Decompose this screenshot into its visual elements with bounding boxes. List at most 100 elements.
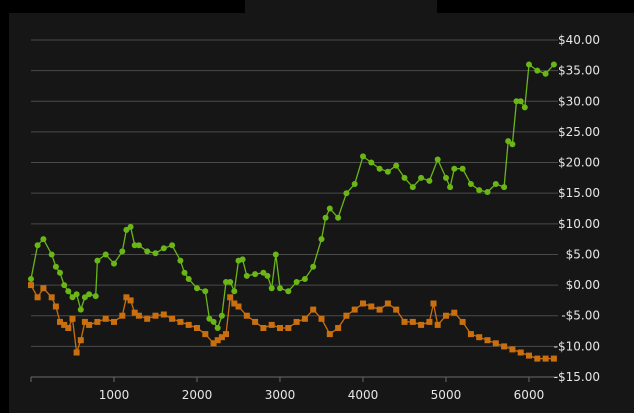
data-point [505,138,512,145]
data-point [293,318,300,325]
data-point [310,263,317,270]
x-tick-label: 6000 [514,388,545,402]
y-tick-label: -$5.00 [561,309,600,323]
x-tick-label: 3000 [265,388,296,402]
data-point [57,318,63,325]
data-point [467,331,474,338]
data-point [484,337,491,344]
data-point [418,321,425,328]
data-point [40,285,47,292]
data-point [384,168,391,175]
data-point [459,165,466,172]
y-tick-label: -$15.00 [554,370,600,384]
data-point [65,288,72,295]
data-point [268,321,275,328]
data-point [52,263,59,270]
data-point [194,285,200,292]
data-point [181,269,188,276]
data-point [57,269,63,276]
data-point [550,355,557,362]
series-line [30,63,555,330]
data-point [239,256,246,263]
data-point [293,279,300,285]
data-point [152,312,159,319]
data-point [73,349,80,356]
data-point [144,248,151,255]
data-point [102,251,109,258]
data-point [152,250,159,257]
data-point [277,285,283,292]
data-point [335,214,342,221]
data-point [550,61,557,68]
data-point [335,325,342,331]
data-point [426,177,433,184]
y-tick-label: $0.00 [566,278,600,292]
data-point [534,355,541,362]
data-point [447,184,454,191]
data-point [73,291,80,298]
data-point [131,309,138,316]
data-point [368,159,375,166]
data-point [28,276,34,282]
data-point [360,300,366,307]
data-point [135,312,142,319]
y-tick-label: -$10.00 [554,339,600,353]
data-point [513,98,520,105]
data-point [202,288,209,295]
data-point [69,294,76,301]
data-point [301,276,308,282]
data-point [418,174,425,181]
data-point [214,337,221,344]
data-point [521,104,528,111]
data-point [169,242,176,249]
data-point [69,315,76,322]
x-tick-label: 2000 [182,388,213,402]
data-point [517,98,524,105]
data-point [443,312,449,319]
data-point [28,282,34,289]
data-point [218,334,225,341]
data-point [264,272,271,279]
data-point [526,352,532,359]
data-point [426,318,433,325]
data-point [260,269,267,276]
data-point [231,288,238,295]
data-point [227,294,234,301]
data-point [119,312,126,319]
data-point [542,70,549,77]
data-point [194,325,200,331]
y-axis-tick-labels: $40.00 $35.00 $30.00 $25.00 $20.00 $15.00 $10.… [554,33,600,384]
data-point [235,303,242,310]
data-point [492,181,499,187]
data-point [243,272,250,279]
data-point [77,337,84,344]
data-point [65,325,72,331]
data-point [40,236,47,243]
data-point [52,303,59,310]
data-point [376,306,383,313]
data-point [144,315,151,322]
data-point [393,162,400,169]
data-point [77,306,84,313]
data-point [94,318,101,325]
data-point [322,214,329,221]
data-point [326,331,333,338]
data-point [360,153,366,160]
data-point [542,355,549,362]
y-tick-label: $15.00 [558,186,600,200]
y-tick-label: $40.00 [558,33,600,47]
data-point [310,306,317,313]
data-point [202,331,209,338]
y-tick-label: $5.00 [566,247,600,261]
data-point [223,331,229,338]
data-point [86,321,93,328]
data-point [401,318,408,325]
data-point [401,174,408,181]
data-point [160,245,167,252]
data-point [177,318,184,325]
data-point [243,312,250,319]
data-point [451,309,458,316]
data-point [277,325,283,331]
data-point [384,300,391,307]
